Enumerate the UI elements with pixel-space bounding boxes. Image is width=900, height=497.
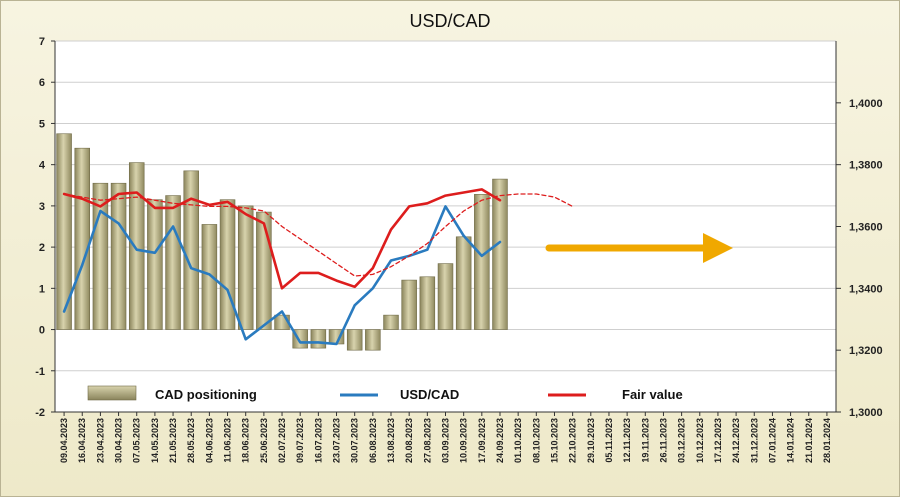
right-axis-tick-label: 1,4000 (849, 98, 883, 110)
x-axis-tick-label: 09.04.2023 (59, 418, 69, 463)
x-axis-tick-label: 20.08.2023 (404, 418, 414, 463)
x-axis-tick-label: 27.08.2023 (422, 418, 432, 463)
legend: CAD positioning USD/CAD Fair value (87, 385, 683, 402)
x-axis-tick-label: 12.11.2023 (622, 418, 632, 463)
x-axis-tick-label: 21.01.2024 (804, 418, 814, 463)
x-axis-tick-label: 29.10.2023 (586, 418, 596, 463)
x-axis-tick-label: 14.01.2024 (786, 418, 796, 463)
right-axis-tick-label: 1,3400 (849, 283, 883, 295)
left-axis-tick-label: 1 (39, 283, 45, 295)
left-axis-tick-label: -2 (35, 407, 45, 419)
x-axis-tick-label: 03.12.2023 (677, 418, 687, 463)
right-axis-tick-label: 1,3000 (849, 407, 883, 419)
positioning-bar (455, 236, 472, 330)
positioning-bar (256, 211, 272, 330)
positioning-bar (437, 263, 454, 330)
left-axis-tick-label: 6 (39, 77, 45, 89)
positioning-bar (147, 199, 163, 330)
x-axis-tick-label: 01.10.2023 (513, 418, 523, 463)
x-axis-tick-label: 24.12.2023 (731, 418, 741, 463)
x-axis-tick-label: 16.04.2023 (77, 418, 87, 463)
x-axis-tick-label: 16.07.2023 (313, 418, 323, 463)
left-axis-tick-label: 7 (39, 36, 45, 48)
x-axis-tick-label: 07.01.2024 (767, 418, 777, 463)
positioning-bar (201, 224, 218, 330)
x-axis-tick-label: 28.05.2023 (186, 418, 196, 463)
x-axis-tick-label: 04.06.2023 (204, 418, 214, 463)
positioning-bar (219, 199, 236, 330)
positioning-bar (110, 182, 127, 330)
x-axis-tick-label: 17.09.2023 (477, 418, 487, 463)
chart-title: USD/CAD (409, 11, 490, 31)
x-axis-tick-label: 10.12.2023 (695, 418, 705, 463)
positioning-bar (165, 195, 181, 330)
positioning-bar (474, 194, 490, 330)
legend-swatch-bar (87, 385, 137, 401)
x-axis-tick-label: 23.04.2023 (95, 418, 105, 463)
positioning-bar (128, 162, 145, 330)
x-axis-ticks: 09.04.2023 16.04.2023 23.04.2023 30.04.2023… (59, 412, 832, 463)
legend-label: Fair value (622, 387, 683, 402)
positioning-bar (365, 329, 381, 351)
fair-value-line (62, 188, 502, 290)
positioning-bar (419, 276, 436, 330)
left-axis-tick-label: 5 (39, 118, 45, 130)
positioning-bar (492, 178, 508, 330)
x-axis-tick-label: 31.12.2023 (749, 418, 759, 463)
positioning-bar (310, 329, 327, 349)
x-axis-tick-label: 13.08.2023 (386, 418, 396, 463)
x-axis-tick-label: 06.08.2023 (368, 418, 378, 463)
x-axis-tick-label: 22.10.2023 (568, 418, 578, 463)
left-axis-tick-label: 4 (39, 160, 46, 172)
fair-value-projection-line (63, 193, 574, 277)
x-axis-tick-label: 30.04.2023 (114, 418, 124, 463)
right-axis-ticks: 1,3000 1,3200 1,3400 1,3600 1,3800 1,4000 (836, 98, 883, 419)
x-axis-tick-label: 08.10.2023 (531, 418, 541, 463)
x-axis-tick-label: 19.11.2023 (640, 418, 650, 463)
x-axis-tick-label: 21.05.2023 (168, 418, 178, 463)
positioning-bar (237, 205, 254, 330)
x-axis-tick-label: 11.06.2023 (223, 418, 233, 463)
left-axis-ticks: -2 -1 0 1 2 3 4 5 6 7 (35, 36, 55, 419)
positioning-bar (383, 314, 399, 330)
positioning-bar (401, 279, 417, 330)
x-axis-tick-label: 09.07.2023 (295, 418, 305, 463)
usdcad-line (62, 205, 502, 346)
left-axis-tick-label: 3 (39, 201, 45, 213)
left-axis-tick-label: 0 (39, 325, 45, 337)
x-axis-tick-label: 17.12.2023 (713, 418, 723, 463)
x-axis-tick-label: 23.07.2023 (332, 418, 342, 463)
positioning-bar (346, 329, 363, 351)
x-axis-tick-label: 07.05.2023 (132, 418, 142, 463)
right-axis-tick-label: 1,3200 (849, 345, 883, 357)
x-axis-tick-label: 15.10.2023 (549, 418, 559, 463)
x-axis-tick-label: 25.06.2023 (259, 418, 269, 463)
x-axis-tick-label: 24.09.2023 (495, 418, 505, 463)
x-axis-tick-label: 26.11.2023 (658, 418, 668, 463)
positioning-bar (74, 147, 90, 330)
x-axis-tick-label: 03.09.2023 (441, 418, 451, 463)
x-axis-tick-label: 14.05.2023 (150, 418, 160, 463)
legend-label: CAD positioning (155, 387, 257, 402)
positioning-bar (183, 170, 199, 330)
positioning-bars (56, 133, 508, 351)
right-axis-tick-label: 1,3800 (849, 160, 883, 172)
series-lines (62, 188, 574, 346)
x-axis-tick-label: 05.11.2023 (604, 418, 614, 463)
positioning-bar (56, 133, 72, 330)
legend-label: USD/CAD (400, 387, 459, 402)
x-axis-tick-label: 10.09.2023 (459, 418, 469, 463)
x-axis-tick-label: 30.07.2023 (350, 418, 360, 463)
arrow-head (703, 233, 733, 263)
x-axis-tick-label: 02.07.2023 (277, 418, 287, 463)
x-axis-tick-label: 28.01.2024 (822, 418, 832, 463)
trend-arrow (545, 233, 733, 263)
left-axis-tick-label: -1 (35, 366, 45, 378)
left-axis-tick-label: 2 (39, 242, 45, 254)
right-axis-tick-label: 1,3600 (849, 222, 883, 234)
x-axis-tick-label: 18.06.2023 (241, 418, 251, 463)
